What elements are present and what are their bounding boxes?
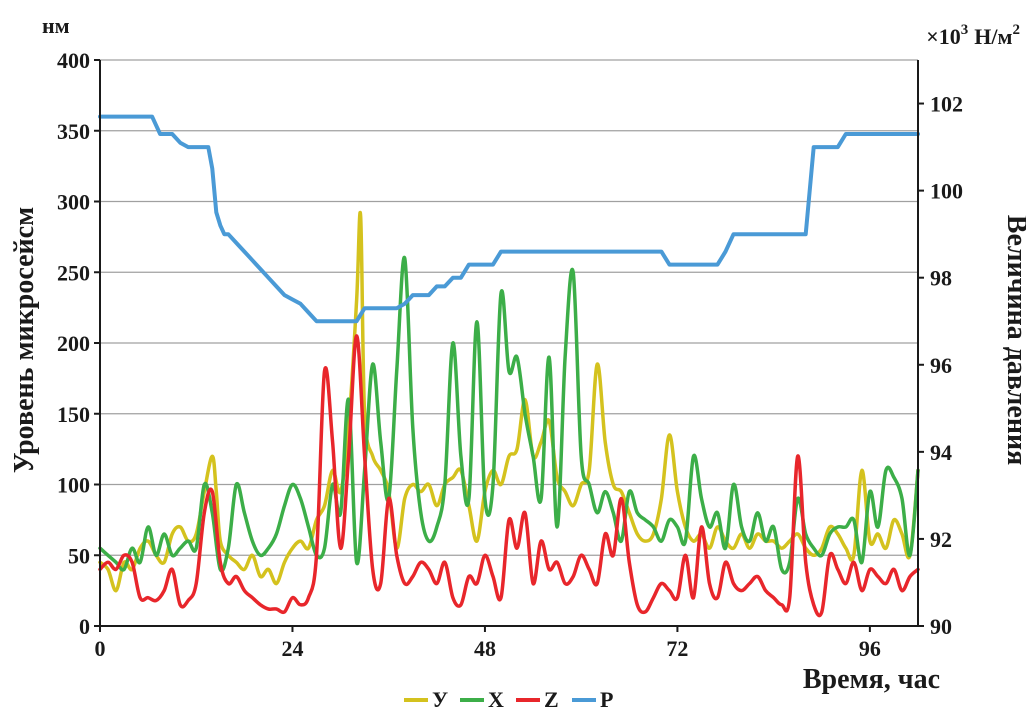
y2-unit-base: Н/м	[974, 24, 1012, 49]
y-tick-label-0: 0	[79, 614, 90, 639]
y-tick-label-7: 350	[57, 119, 90, 144]
y-tick-label-6: 300	[57, 190, 90, 215]
legend-label-3: Р	[600, 687, 613, 712]
y2-tick-label-3: 96	[930, 353, 952, 378]
y-tick-label-1: 50	[68, 543, 90, 568]
series-layer	[98, 114, 920, 618]
y2-unit-prefix: ×10	[926, 24, 961, 49]
y2-tick-label-1: 92	[930, 527, 952, 552]
y2-axis-unit: ×103 Н/м2	[926, 22, 1020, 49]
x-tick-label-3: 72	[666, 636, 688, 661]
y-axis-unit: нм	[42, 13, 70, 38]
x-tick-label-4: 96	[859, 636, 881, 661]
x-axis-title: Время, час	[803, 664, 940, 695]
y2-tick-label-4: 98	[930, 266, 952, 291]
y-tick-label-8: 400	[57, 48, 90, 73]
y-axis-title: Уровень микросейсм	[9, 207, 40, 473]
y-tick-label-2: 100	[57, 473, 90, 498]
axes-layer: 0 50 100 150 200 250 300 350 400 90 92 94 96 98 100 102…	[57, 48, 963, 661]
x-tick-label-2: 48	[474, 636, 496, 661]
y2-tick-label-5: 100	[930, 179, 963, 204]
x-tick-label-0: 0	[95, 636, 106, 661]
series-line-3	[98, 114, 920, 324]
y2-axis-title: Величина давления	[1001, 215, 1026, 465]
y-tick-label-5: 250	[57, 260, 90, 285]
series-line-1	[98, 255, 920, 575]
legend-label-0: У	[432, 687, 448, 712]
y-tick-label-3: 150	[57, 402, 90, 427]
y2-tick-label-2: 94	[930, 440, 952, 465]
y2-tick-label-6: 102	[930, 92, 963, 117]
series-line-0	[98, 210, 920, 593]
y2-unit-sup: 2	[1013, 22, 1021, 38]
legend-label-2: Z	[544, 687, 559, 712]
legend-label-1: Х	[488, 687, 504, 712]
x-tick-label-1: 24	[281, 636, 303, 661]
y2-unit-exp: 3	[961, 22, 969, 38]
y-tick-label-4: 200	[57, 331, 90, 356]
series-line-2	[98, 334, 920, 618]
y2-tick-label-0: 90	[930, 614, 952, 639]
